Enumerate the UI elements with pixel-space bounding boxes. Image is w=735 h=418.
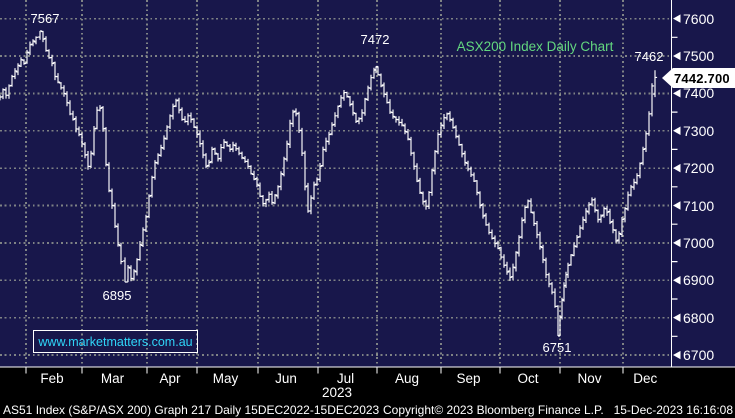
price-annotation: 7567 bbox=[30, 11, 60, 26]
x-axis-ticks bbox=[25, 367, 624, 374]
x-axis-label: Jul bbox=[336, 371, 355, 386]
x-axis-label: Mar bbox=[100, 371, 125, 386]
watermark-link-text[interactable]: www.marketmatters.com.au bbox=[38, 334, 193, 349]
vertical-gridlines bbox=[25, 0, 624, 367]
y-axis-label: 6700 bbox=[683, 347, 715, 364]
y-axis-label: 6900 bbox=[683, 272, 715, 289]
x-axis-label: Aug bbox=[394, 371, 420, 386]
x-axis-year-label: 2023 bbox=[321, 385, 353, 400]
y-axis-ticks bbox=[671, 14, 681, 360]
x-axis-label: Jun bbox=[275, 371, 297, 386]
x-axis-label: Nov bbox=[577, 371, 602, 386]
watermark-box: www.marketmatters.com.au bbox=[33, 330, 198, 353]
x-axis-label: May bbox=[212, 371, 239, 386]
x-axis-label: Oct bbox=[517, 371, 539, 386]
horizontal-gridlines bbox=[0, 17, 672, 356]
price-annotation: 7472 bbox=[360, 32, 390, 47]
y-axis-label: 7600 bbox=[683, 10, 715, 27]
footer-copyright: Copyright© 2023 Bloomberg Finance L.P. bbox=[383, 403, 604, 417]
plot-background bbox=[0, 0, 735, 367]
footer-security-info: AS51 Index (S&P/ASX 200) Graph 217 Daily… bbox=[3, 403, 380, 417]
y-axis-label: 7200 bbox=[683, 160, 715, 177]
last-price-value: 7442.700 bbox=[674, 70, 730, 86]
x-axis-label: Sep bbox=[456, 371, 481, 386]
price-annotation: 6751 bbox=[542, 340, 572, 355]
footer-datetime: 15-Dec-2023 16:16:08 bbox=[613, 403, 733, 417]
ohlc-bars bbox=[0, 30, 658, 337]
y-axis-label: 7500 bbox=[683, 47, 715, 64]
x-axis-label: Apr bbox=[159, 371, 181, 386]
last-price-flag: 7442.700 bbox=[662, 68, 735, 88]
x-axis-label: Feb bbox=[40, 371, 64, 386]
y-axis-label: 7300 bbox=[683, 122, 715, 139]
y-axis-label: 7000 bbox=[683, 234, 715, 251]
axis-lines bbox=[0, 0, 735, 368]
chart-title: ASX200 Index Daily Chart bbox=[456, 39, 614, 54]
x-axis-label: Dec bbox=[633, 371, 658, 386]
y-axis-label: 6800 bbox=[683, 309, 715, 326]
price-annotation: 7462 bbox=[634, 49, 664, 64]
y-axis-label: 7400 bbox=[683, 85, 715, 102]
price-annotation: 6895 bbox=[102, 288, 132, 303]
y-axis-label: 7100 bbox=[683, 197, 715, 214]
